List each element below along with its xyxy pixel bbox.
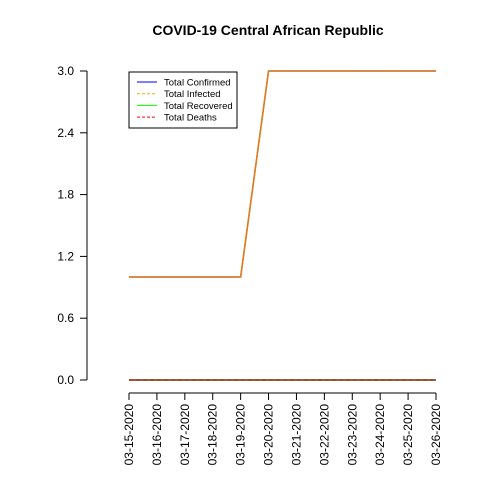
x-tick-label: 03-23-2020 <box>345 404 359 466</box>
legend-label: Total Deaths <box>164 113 217 124</box>
y-tick-label: 3.0 <box>57 64 74 78</box>
x-tick-label: 03-21-2020 <box>289 404 303 466</box>
y-tick-label: 0.0 <box>57 373 74 387</box>
x-tick-label: 03-15-2020 <box>122 404 136 466</box>
series-lines <box>129 70 436 381</box>
x-tick-label: 03-22-2020 <box>317 404 331 466</box>
chart-title: COVID-19 Central African Republic <box>152 22 384 38</box>
y-tick-label: 0.6 <box>57 311 74 325</box>
x-tick-label: 03-20-2020 <box>262 404 276 466</box>
x-tick-label: 03-24-2020 <box>373 404 387 466</box>
y-tick-label: 1.8 <box>57 188 74 202</box>
y-tick-label: 2.4 <box>57 126 74 140</box>
x-tick-label: 03-18-2020 <box>206 404 220 466</box>
x-tick-label: 03-25-2020 <box>401 404 415 466</box>
y-tick-label: 1.2 <box>57 249 74 263</box>
axes: 0.0 0.6 1.2 1.8 2.4 3.0 03-15-2020 03-16-2020 03… <box>57 64 443 465</box>
legend-box <box>128 71 238 129</box>
x-tick-label: 03-16-2020 <box>150 404 164 466</box>
x-tick-label: 03-26-2020 <box>429 404 443 466</box>
legend-label: Total Recovered <box>164 101 233 112</box>
legend-label: Total Infected <box>164 89 221 100</box>
x-tick-label: 03-19-2020 <box>234 404 248 466</box>
legend-label: Total Confirmed <box>164 78 231 89</box>
x-tick-label: 03-17-2020 <box>178 404 192 466</box>
series-overlap-line <box>129 70 436 278</box>
